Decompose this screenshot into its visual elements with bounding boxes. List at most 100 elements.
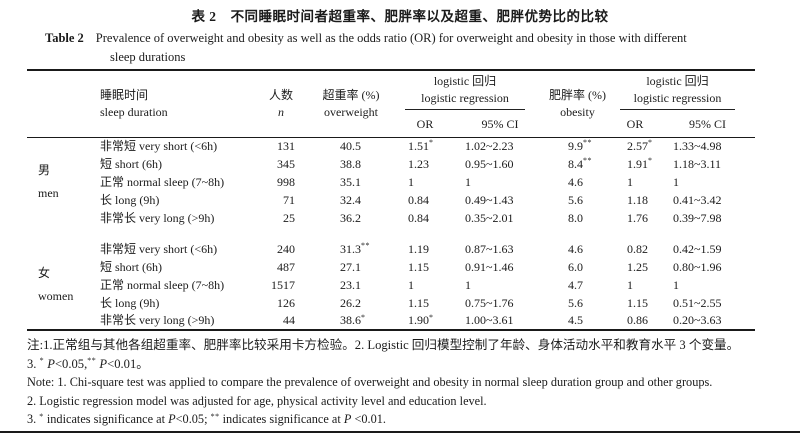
note-line: Note: 1. Chi-square test was applied to …: [27, 375, 713, 390]
table-row: 正常 normal sleep (7~8h) 998 35.1 1 1 4.6 …: [27, 173, 755, 191]
sleep-duration-cell: 非常短 very short (<6h): [100, 241, 218, 256]
col-header-or-1: OR: [416, 116, 434, 131]
ci-obesity-cell: 0.80~1.96: [673, 259, 722, 274]
significance-marker: *: [429, 138, 434, 148]
or-overweight-cell: 0.84: [408, 210, 429, 225]
ci-obesity-cell: 0.39~7.98: [673, 210, 722, 225]
ci-obesity-cell: 1: [673, 277, 679, 292]
obesity-cell: 6.0: [568, 259, 583, 274]
table-caption-zh-text: 不同睡眠时间者超重率、肥胖率以及超重、肥胖优势比的比较: [230, 9, 609, 24]
ci-overweight-cell: 1.02~2.23: [465, 138, 514, 153]
or-overweight-cell: 1: [408, 174, 414, 189]
n-cell: 1517: [271, 277, 295, 292]
ci-overweight-cell: 1: [465, 277, 471, 292]
ci-overweight-cell: 0.91~1.46: [465, 259, 514, 274]
obesity-cell: 4.5: [568, 313, 583, 327]
n-cell: 25: [283, 210, 295, 225]
or-obesity-cell: 1.25: [627, 259, 648, 274]
table-row: 短 short (6h) 345 38.8 1.23 0.95~1.60 8.4…: [27, 155, 755, 173]
ci-overweight-cell: 0.35~2.01: [465, 210, 514, 225]
col-header-logistic-1-en: logistic regression: [421, 91, 509, 105]
table-row: 非常长 very long (>9h) 25 36.2 0.84 0.35~2.…: [27, 209, 755, 227]
obesity-cell: 4.6: [568, 174, 583, 189]
notes-en: Note: 1. Chi-square test was applied to …: [27, 373, 800, 429]
col-header-obesity-zh: 肥胖率 (%): [549, 87, 606, 102]
or-obesity-cell: 1.18: [627, 192, 648, 207]
sleep-duration-cell: 长 long (9h): [100, 192, 160, 207]
page-bottom-rule: [0, 430, 800, 433]
ci-obesity-cell: 0.51~2.55: [673, 295, 722, 310]
or-obesity-cell: 2.57*: [627, 138, 653, 153]
table-caption-zh-label: 表 2: [191, 9, 217, 24]
col-header-overweight-en: overweight: [324, 104, 378, 119]
overweight-cell: 40.5: [340, 138, 361, 153]
ci-obesity-cell: 0.20~3.63: [673, 313, 722, 327]
n-cell: 44: [283, 313, 295, 327]
ci-overweight-cell: 1: [465, 174, 471, 189]
overweight-cell: 32.4: [340, 192, 361, 207]
group-label-cell: 男 men: [38, 163, 59, 201]
notes-zh: 注:1.正常组与其他各组超重率、肥胖率比较采用卡方检验。2. Logistic …: [27, 336, 800, 373]
ci-overweight-cell: 0.87~1.63: [465, 241, 514, 256]
or-obesity-cell: 1.76: [627, 210, 648, 225]
group-spacer: [27, 227, 755, 240]
or-overweight-cell: 1: [408, 277, 414, 292]
overweight-cell: 38.8: [340, 156, 361, 171]
col-header-obesity: 肥胖率 (%) obesity: [545, 70, 610, 137]
table-row: 男 men 非常短 very short (<6h) 131 40.5 1.51* …: [27, 137, 755, 201]
ci-obesity-cell: 1: [673, 174, 679, 189]
overweight-cell: 26.2: [340, 295, 361, 310]
significance-marker: **: [583, 138, 592, 148]
n-cell: 345: [277, 156, 295, 171]
or-obesity-cell: 1: [627, 174, 633, 189]
col-header-logistic-2-en: logistic regression: [633, 91, 722, 105]
table-row: 短 short (6h) 487 27.1 1.15 0.91~1.46 6.0…: [27, 258, 755, 276]
col-header-sleep-en: sleep duration: [100, 104, 168, 119]
sleep-duration-cell: 非常短 very short (<6h): [100, 138, 218, 153]
col-header-sleep-duration: 睡眠时间 sleep duration: [95, 70, 255, 137]
table-row: 女 women 非常短 very short (<6h) 240 31.3** 1.…: [27, 240, 755, 303]
overweight-cell: 27.1: [340, 259, 361, 274]
sleep-duration-cell: 长 long (9h): [100, 295, 160, 310]
n-cell: 487: [277, 259, 295, 274]
col-header-logistic-1: logistic 回归 logistic regression: [395, 70, 545, 110]
or-obesity-cell: 0.82: [627, 241, 648, 256]
or-overweight-cell: 1.15: [408, 295, 429, 310]
obesity-cell: 4.7: [568, 277, 583, 292]
n-cell: 998: [277, 174, 295, 189]
results-table: 睡眠时间 sleep duration 人数 n 超重率 (%) overwei…: [27, 69, 755, 331]
table-body: 男 men 非常短 very short (<6h) 131 40.5 1.51* …: [27, 137, 755, 330]
ci-obesity-cell: 1.18~3.11: [673, 156, 722, 171]
significance-marker: *: [361, 312, 366, 322]
col-header-sleep-zh: 睡眠时间: [100, 87, 149, 102]
or-obesity-cell: 1.15: [627, 295, 648, 310]
or-obesity-cell: 1.91*: [627, 156, 653, 171]
sleep-duration-cell: 非常长 very long (>9h): [100, 313, 215, 327]
significance-marker: **: [361, 241, 370, 250]
overweight-cell: 35.1: [340, 174, 361, 189]
table-caption-en-text: Prevalence of overweight and obesity as …: [95, 31, 687, 45]
ci-obesity-cell: 0.41~3.42: [673, 192, 722, 207]
table-row: 非常长 very long (>9h) 44 38.6* 1.90* 1.00~…: [27, 312, 755, 330]
n-cell: 131: [277, 138, 295, 153]
table-caption-en-line2: sleep durations: [110, 49, 186, 64]
table-notes: 注:1.正常组与其他各组超重率、肥胖率比较采用卡方检验。2. Logistic …: [27, 336, 800, 429]
overweight-cell: 38.6*: [340, 312, 366, 327]
ci-overweight-cell: 0.49~1.43: [465, 192, 514, 207]
significance-marker: *: [648, 138, 653, 148]
col-header-ci-2: 95% CI: [689, 116, 726, 131]
table-caption-en-line1: Table 2 Prevalence of overweight and obes…: [0, 29, 800, 48]
significance-marker: *: [648, 156, 653, 165]
overweight-cell: 31.3**: [340, 241, 370, 256]
obesity-cell: 9.9**: [568, 138, 592, 153]
col-header-n: 人数 n: [255, 70, 307, 137]
note-line: 注:1.正常组与其他各组超重率、肥胖率比较采用卡方检验。2. Logistic …: [27, 338, 740, 352]
or-overweight-cell: 1.23: [408, 156, 429, 171]
ci-obesity-cell: 1.33~4.98: [673, 138, 722, 153]
table-caption-en: Table 2 Prevalence of overweight and obes…: [0, 29, 800, 66]
table-header: 睡眠时间 sleep duration 人数 n 超重率 (%) overwei…: [27, 70, 755, 137]
col-header-ci-1: 95% CI: [481, 116, 519, 131]
or-overweight-cell: 1.90*: [408, 312, 434, 327]
or-obesity-cell: 1: [627, 277, 633, 292]
